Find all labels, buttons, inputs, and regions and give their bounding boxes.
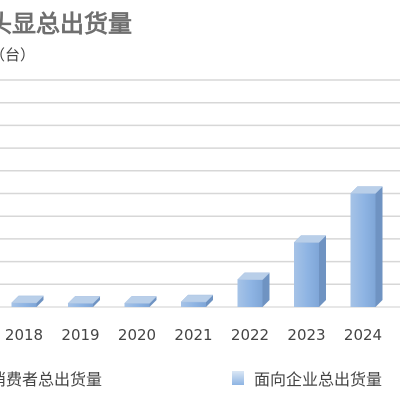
x-tick-label: 2021: [174, 326, 212, 344]
x-tick-label: 2020: [118, 326, 156, 344]
x-tick-label: 2023: [287, 326, 325, 344]
unit-text: 台）: [5, 46, 36, 64]
chart-title: 头显总出货量: [0, 10, 132, 38]
legend-label-enterprise: 面向企业总出货量: [254, 370, 383, 389]
bar-side-2024: [375, 186, 383, 307]
bar-top-2020: [123, 296, 158, 304]
bar-2019: [68, 303, 93, 307]
x-tick-label: 2019: [61, 326, 99, 344]
bar-side-2020: [149, 296, 157, 307]
bar-top-2024: [349, 186, 384, 194]
bar-2018: [11, 302, 37, 307]
bar-top-2023: [293, 235, 327, 243]
bar-2024: [350, 193, 376, 307]
bar-side-2018: [36, 295, 44, 307]
x-tick-label: 2018: [5, 326, 43, 344]
bar-side-2021: [206, 295, 213, 307]
legend-label-consumer: 消费者总出货量: [0, 370, 103, 389]
x-tick-label: 2022: [231, 326, 269, 344]
bar-top-2018: [10, 295, 45, 304]
legend-swatch-enterprise: [232, 371, 244, 385]
unit-label: （台）: [0, 44, 35, 65]
bar-top-2019: [67, 296, 101, 304]
bar-2022: [237, 279, 263, 307]
x-tick-label: 2024: [344, 326, 382, 344]
legend-item-consumer: 消费者总出货量: [0, 365, 102, 391]
bar-2021: [181, 302, 206, 307]
bar-top-2022: [236, 272, 271, 281]
bar-side-2022: [262, 272, 270, 307]
legend-item-enterprise: 面向企业总出货量: [232, 365, 382, 391]
bar-2023: [294, 242, 319, 307]
bar-side-2023: [319, 235, 326, 307]
bar-side-2019: [93, 296, 100, 307]
bar-top-2021: [180, 294, 214, 303]
bar-2020: [124, 303, 150, 307]
